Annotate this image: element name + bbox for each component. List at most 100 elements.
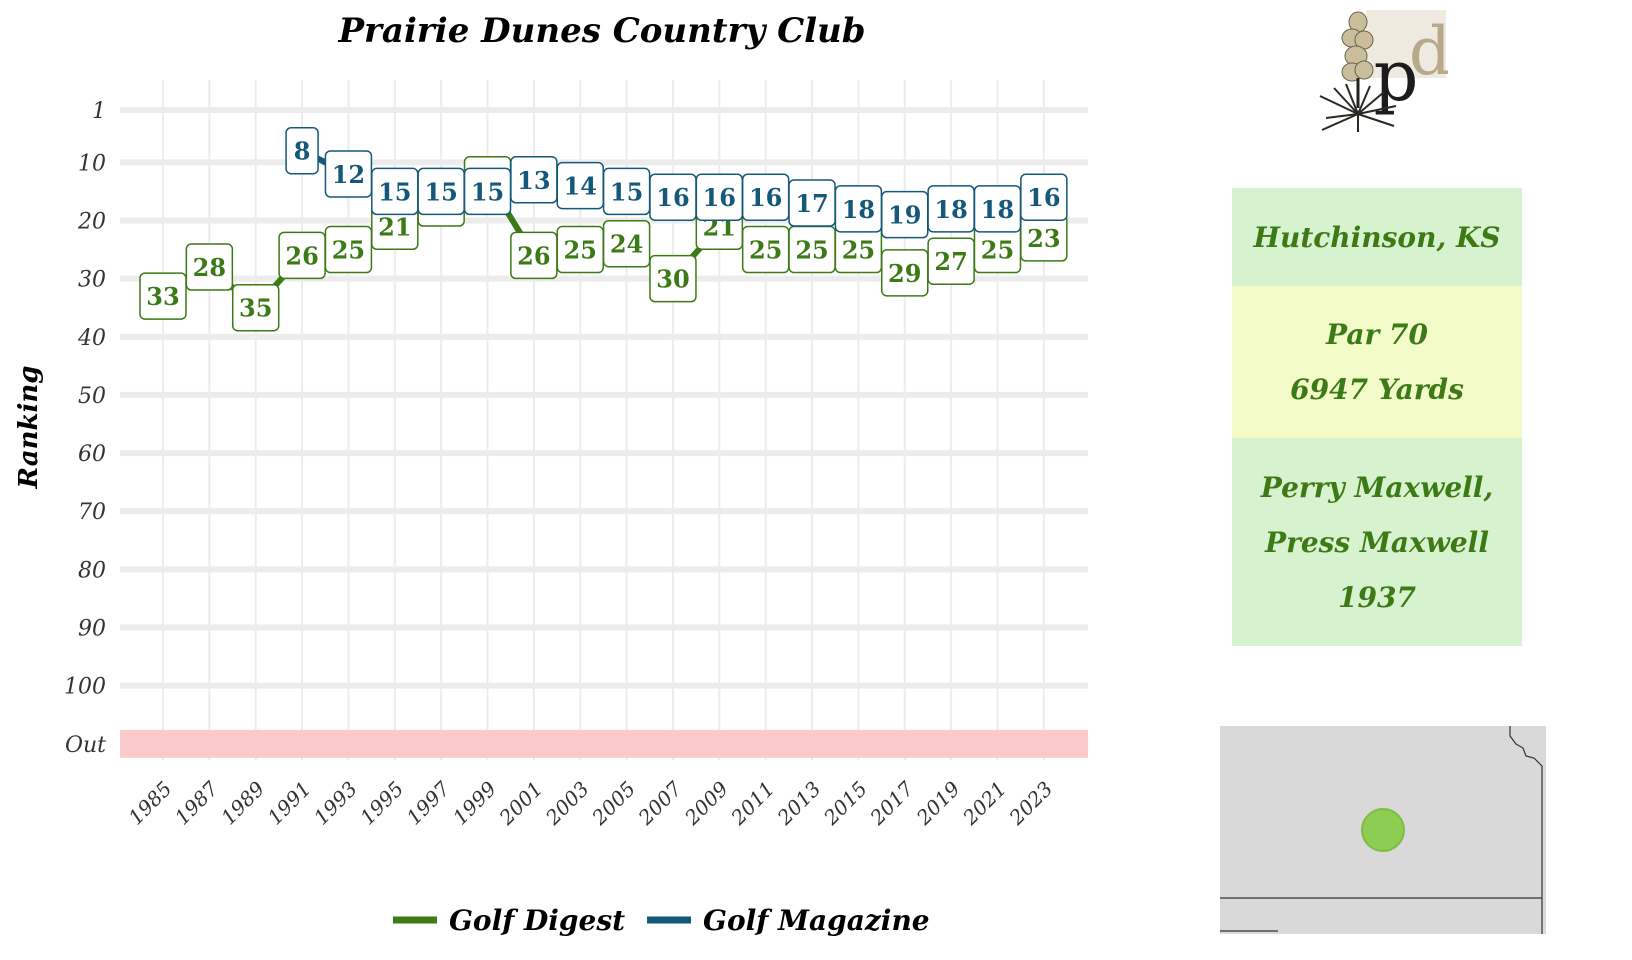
- svg-text:15: 15: [610, 177, 643, 206]
- digest-data-label: 26: [510, 231, 558, 280]
- digest-data-label: 33: [139, 272, 187, 320]
- magazine-data-label: 16: [695, 173, 744, 221]
- y-tick-label: 40: [77, 326, 106, 351]
- course-panel: Par 70 6947 Yards: [1232, 286, 1522, 438]
- x-tick-label: 1993: [309, 777, 362, 830]
- x-tick-label: 2019: [911, 776, 965, 830]
- x-tick-label: 1991: [263, 777, 316, 830]
- svg-text:15: 15: [378, 177, 411, 206]
- y-tick-label: 90: [78, 617, 106, 642]
- magazine-data-label: 18: [973, 185, 1022, 233]
- y-tick-label: Out: [65, 733, 106, 758]
- legend: Golf Digest Golf Magazine: [393, 904, 930, 937]
- legend-item-golf-magazine: Golf Magazine: [647, 904, 930, 937]
- digest-data-label: 23: [1020, 214, 1068, 262]
- data-labels: 3328352625211713262524302125252529272523…: [139, 126, 1068, 332]
- kansas-map-icon: [1220, 726, 1546, 934]
- x-tick-label: 2011: [726, 777, 780, 831]
- digest-data-label: 25: [324, 225, 373, 274]
- svg-text:13: 13: [517, 166, 550, 195]
- svg-text:18: 18: [842, 195, 875, 224]
- y-tick-label: 30: [78, 268, 106, 293]
- svg-text:16: 16: [656, 183, 689, 212]
- x-tick-label: 1985: [124, 777, 177, 830]
- svg-text:18: 18: [934, 195, 967, 224]
- svg-text:25: 25: [795, 236, 828, 265]
- magazine-data-label: 16: [649, 173, 697, 221]
- svg-text:25: 25: [842, 236, 875, 265]
- svg-text:21: 21: [378, 212, 411, 241]
- digest-data-label: 25: [556, 225, 604, 274]
- svg-text:12: 12: [332, 160, 365, 189]
- svg-text:d: d: [1409, 13, 1448, 90]
- svg-text:28: 28: [193, 253, 226, 282]
- digest-data-label: 35: [231, 283, 280, 332]
- architect-line-1: Perry Maxwell,: [1260, 470, 1494, 504]
- location-panel: Hutchinson, KS: [1232, 188, 1522, 286]
- chart-title: Prairie Dunes Country Club: [337, 11, 865, 51]
- svg-text:23: 23: [1027, 224, 1060, 253]
- magazine-data-label: 13: [510, 156, 558, 204]
- magazine-data-label: 15: [602, 167, 651, 216]
- y-tick-label: 50: [78, 384, 106, 409]
- y-tick-label: 100: [64, 675, 106, 700]
- digest-data-label: 24: [602, 219, 651, 268]
- digest-data-label: 25: [788, 225, 836, 274]
- x-tick-label: 1989: [216, 776, 269, 829]
- y-tick-label: 1: [92, 99, 106, 124]
- svg-text:26: 26: [285, 241, 318, 270]
- y-tick-label: 20: [77, 209, 106, 234]
- magazine-data-label: 14: [556, 161, 604, 210]
- svg-text:8: 8: [294, 137, 311, 166]
- x-tick-label: 2009: [679, 776, 733, 830]
- svg-text:29: 29: [888, 259, 921, 288]
- svg-text:18: 18: [981, 195, 1014, 224]
- magazine-data-label: 12: [324, 150, 373, 198]
- magazine-data-label: 15: [463, 167, 512, 216]
- svg-text:p: p: [1374, 35, 1419, 117]
- digest-data-label: 27: [927, 237, 975, 285]
- magazine-data-label: 8: [285, 126, 319, 175]
- digest-data-label: 25: [973, 225, 1022, 274]
- svg-text:Golf Magazine: Golf Magazine: [703, 904, 930, 937]
- x-tick-label: 1999: [448, 776, 501, 829]
- magazine-data-label: 18: [834, 185, 883, 233]
- digest-data-label: 29: [881, 249, 929, 297]
- svg-text:27: 27: [934, 247, 967, 276]
- x-tick-label: 1987: [170, 776, 223, 829]
- digest-data-label: 25: [741, 225, 790, 274]
- x-tick-label: 2001: [494, 777, 548, 831]
- x-tick-label: 2023: [1004, 777, 1058, 831]
- location-text: Hutchinson, KS: [1253, 220, 1501, 254]
- svg-text:15: 15: [424, 177, 457, 206]
- y-axis-label: Ranking: [14, 366, 44, 490]
- y-tick-label: 70: [78, 500, 106, 525]
- location-marker: [1361, 808, 1405, 852]
- digest-data-label: 26: [278, 231, 326, 280]
- svg-text:16: 16: [703, 183, 736, 212]
- magazine-data-label: 16: [1020, 173, 1068, 221]
- svg-text:Golf Digest: Golf Digest: [449, 904, 625, 937]
- svg-text:25: 25: [564, 236, 597, 265]
- par-text: Par 70: [1326, 318, 1428, 351]
- digest-data-label: 25: [834, 225, 883, 274]
- magazine-data-label: 16: [741, 173, 790, 221]
- y-tick-label: 10: [78, 151, 106, 176]
- x-tick-label: 2007: [633, 776, 687, 830]
- x-tick-label: 2015: [818, 777, 872, 831]
- magazine-data-label: 18: [927, 185, 975, 233]
- svg-text:15: 15: [471, 177, 504, 206]
- svg-text:33: 33: [146, 282, 179, 311]
- magazine-data-label: 17: [788, 179, 836, 227]
- yards-text: 6947 Yards: [1290, 373, 1464, 406]
- svg-text:16: 16: [749, 183, 782, 212]
- year-text: 1937: [1338, 580, 1416, 614]
- svg-text:25: 25: [332, 236, 365, 265]
- x-tick-label: 2021: [957, 777, 1011, 831]
- svg-text:16: 16: [1027, 183, 1060, 212]
- out-band-rect: [120, 729, 1088, 758]
- x-tick-label: 2003: [540, 777, 594, 831]
- svg-text:17: 17: [795, 189, 828, 218]
- y-tick-label: 60: [78, 442, 106, 467]
